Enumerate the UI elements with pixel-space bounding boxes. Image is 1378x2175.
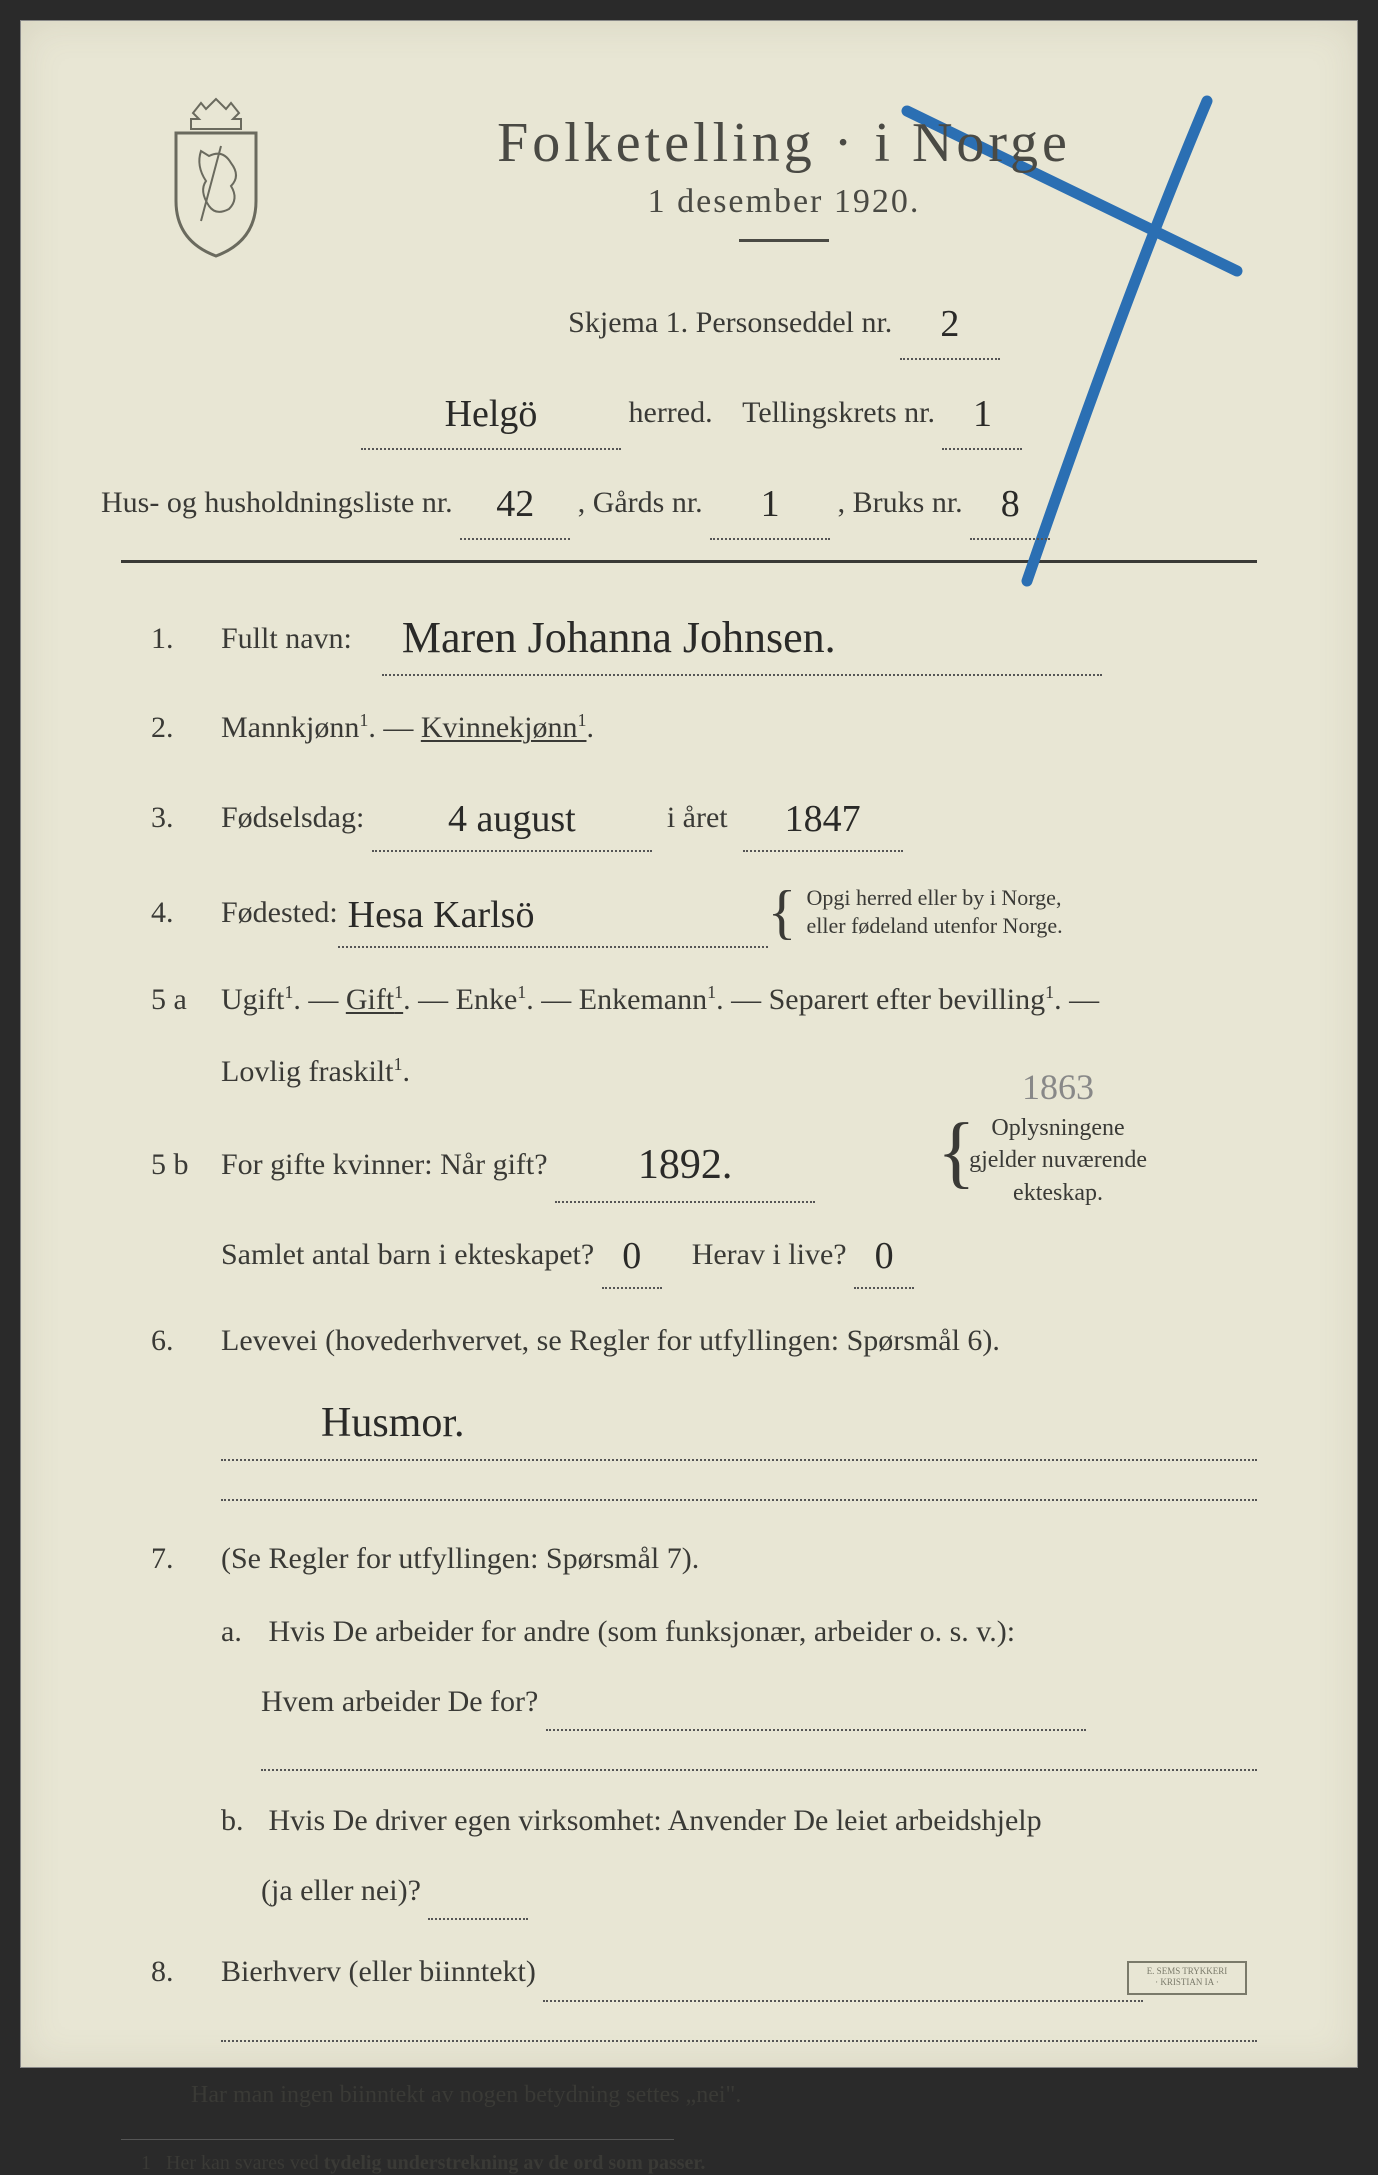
footnote: 1 Her kan svares ved tydelig understrekn… [141, 2152, 1257, 2175]
blank-line [221, 1471, 1257, 1501]
footnote-divider [121, 2139, 674, 2140]
q4: 4. Fødested: Hesa Karlsö { Opgi herred e… [151, 876, 1257, 948]
q5b: 5 b For gifte kvinner: Når gift? 1892. S… [151, 1123, 1257, 1289]
hus-label: Hus- og husholdningsliste nr. [101, 486, 453, 519]
q7b-label: Hvis De driver egen virksomhet: Anvender… [269, 1804, 1042, 1837]
q4-label: Fødested: [221, 885, 338, 941]
q4-num: 4. [151, 885, 221, 941]
q1-num: 1. [151, 611, 221, 667]
herred-label: herred. [629, 396, 713, 429]
footer-note: Har man ingen biinntekt av nogen betydni… [191, 2082, 1257, 2109]
gards-label: , Gårds nr. [578, 486, 703, 519]
brace-icon: { [768, 888, 797, 936]
q7a-letter: a. [221, 1604, 261, 1660]
q8-num: 8. [151, 1944, 221, 2000]
q6-num: 6. [151, 1313, 221, 1369]
blank-line [221, 2012, 1257, 2042]
q7: 7. (Se Regler for utfyllingen: Spørsmål … [151, 1531, 1257, 1921]
blank-line [261, 1741, 1257, 1771]
q2-female: Kvinnekjønn1 [421, 711, 587, 744]
q5b-sidenote: 1863 { Oplysningene gjelder nuværende ek… [969, 1063, 1147, 1209]
q1: 1. Fullt navn: Maren Johanna Johnsen. [151, 593, 1257, 676]
q1-value: Maren Johanna Johnsen. [402, 613, 836, 662]
blank-field [543, 1944, 1143, 2002]
hus-nr: 42 [496, 483, 534, 525]
q3-day: 4 august [448, 798, 576, 840]
q5b-val1: 1892. [638, 1142, 733, 1188]
q5b-label1: For gifte kvinner: Når gift? [221, 1148, 548, 1181]
q5a-num: 5 a [151, 972, 221, 1028]
gards-nr: 1 [761, 483, 780, 525]
q3-label: Fødselsdag: [221, 801, 364, 834]
bruks-label: , Bruks nr. [838, 486, 963, 519]
bruks-nr: 8 [1001, 483, 1020, 525]
herred-value: Helgö [445, 393, 538, 435]
q7-label: (Se Regler for utfyllingen: Spørsmål 7). [221, 1542, 699, 1575]
blank-field [546, 1674, 1086, 1732]
q5b-val2: 0 [622, 1235, 641, 1277]
q5a-options: Ugift1. — Gift1. — Enke1. — Enkemann1. —… [221, 983, 1099, 1016]
q2: 2. Mannkjønn1. — Kvinnekjønn1. [151, 700, 1257, 756]
q2-male: Mannkjønn1. [221, 711, 376, 744]
main-divider [121, 560, 1257, 563]
q3-mid: i året [667, 801, 728, 834]
meta-block: Skjema 1. Personseddel nr. 2 Helgö herre… [191, 282, 1257, 540]
q4-value: Hesa Karlsö [348, 894, 535, 936]
skjema-label: Skjema 1. Personseddel nr. [568, 306, 892, 339]
tellingskrets-nr: 1 [973, 393, 992, 435]
page-subtitle: 1 desember 1920. [311, 183, 1257, 221]
q5b-label3: Herav i live? [692, 1238, 847, 1271]
page-title: Folketelling · i Norge [311, 111, 1257, 175]
blank-field [428, 1863, 528, 1921]
q3: 3. Fødselsdag: 4 august i året 1847 [151, 780, 1257, 852]
q7b-letter: b. [221, 1793, 261, 1849]
q6-value: Husmor. [321, 1400, 465, 1446]
q1-label: Fullt navn: [221, 622, 352, 655]
title-divider [739, 239, 829, 242]
question-list: 1. Fullt navn: Maren Johanna Johnsen. 2.… [151, 593, 1257, 2042]
q8: 8. Bierhverv (eller biinntekt) [151, 1944, 1257, 2042]
q5b-val3: 0 [875, 1235, 894, 1277]
q7a-sub: Hvem arbeider De for? [261, 1685, 538, 1718]
q7-num: 7. [151, 1531, 221, 1587]
tellingskrets-label: Tellingskrets nr. [742, 396, 935, 429]
q6: 6. Levevei (hovederhvervet, se Regler fo… [151, 1313, 1257, 1500]
header: Folketelling · i Norge 1 desember 1920. [151, 111, 1257, 272]
coat-of-arms-icon [151, 91, 281, 261]
q3-num: 3. [151, 790, 221, 846]
q4-note: Opgi herred eller by i Norge, eller føde… [806, 884, 1062, 941]
q7a-label: Hvis De arbeider for andre (som funksjon… [269, 1615, 1016, 1648]
q5b-label2: Samlet antal barn i ekteskapet? [221, 1238, 594, 1271]
q2-num: 2. [151, 700, 221, 756]
printer-stamp: E. SEMS TRYKKERI· KRISTIAN IA · [1127, 1961, 1247, 1995]
pencil-year: 1863 [969, 1063, 1147, 1112]
q7b-sub: (ja eller nei)? [261, 1874, 421, 1907]
q5b-num: 5 b [151, 1137, 221, 1193]
q8-label: Bierhverv (eller biinntekt) [221, 1955, 536, 1988]
q6-label: Levevei (hovederhvervet, se Regler for u… [221, 1324, 1000, 1357]
q3-year: 1847 [785, 798, 861, 840]
census-form-page: Folketelling · i Norge 1 desember 1920. … [20, 20, 1358, 2068]
brace-icon: { [937, 1116, 975, 1188]
personseddel-nr: 2 [940, 303, 959, 345]
title-block: Folketelling · i Norge 1 desember 1920. [311, 111, 1257, 272]
